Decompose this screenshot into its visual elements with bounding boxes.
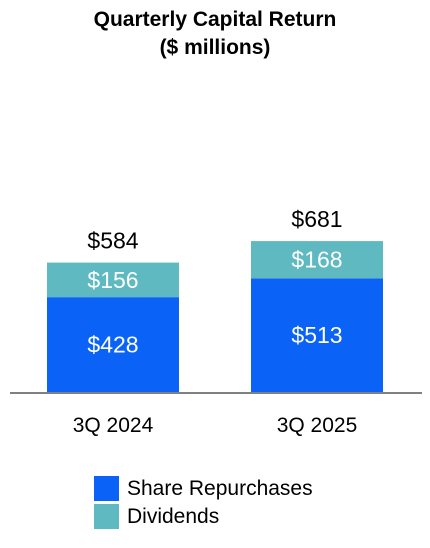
chart-title-block: Quarterly Capital Return ($ millions) [0, 6, 430, 62]
segment-data-label: $168 [291, 247, 342, 273]
legend-item: Dividends [94, 502, 313, 530]
chart-legend: Share Repurchases Dividends [94, 474, 313, 530]
legend-label: Dividends [127, 504, 220, 528]
segment-data-label: $156 [87, 267, 138, 293]
legend-swatch [94, 475, 119, 501]
legend-item: Share Repurchases [94, 474, 313, 502]
chart-title: Quarterly Capital Return [93, 8, 337, 31]
x-axis-tick-label: 3Q 2025 [277, 414, 358, 437]
segment-data-label: $428 [87, 332, 138, 358]
x-axis-tick-label: 3Q 2024 [73, 414, 154, 437]
legend-label: Share Repurchases [127, 476, 313, 500]
chart-subtitle: ($ millions) [159, 36, 271, 59]
total-data-label: $584 [87, 228, 138, 254]
legend-swatch [94, 503, 119, 529]
bar-segment-share-repurchases [47, 297, 179, 392]
total-data-label: $681 [291, 206, 342, 232]
bar-segment-dividends [47, 262, 179, 298]
bar-segment-dividends [251, 241, 383, 279]
bar-segment-share-repurchases [251, 278, 383, 392]
segment-data-label: $513 [291, 322, 342, 348]
stacked-bar-chart: $428 $156 $584 3Q 2024 $513 $168 $681 3Q 2025 [10, 206, 422, 437]
